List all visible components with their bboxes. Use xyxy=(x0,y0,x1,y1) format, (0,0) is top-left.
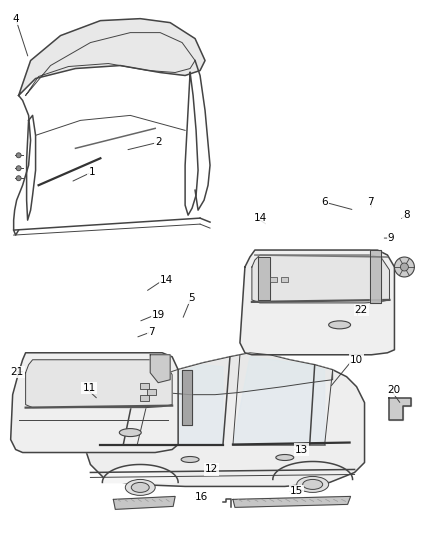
Ellipse shape xyxy=(276,455,294,461)
Text: 7: 7 xyxy=(367,197,374,207)
Polygon shape xyxy=(25,360,172,408)
Text: 11: 11 xyxy=(82,383,95,393)
Ellipse shape xyxy=(119,429,141,437)
Ellipse shape xyxy=(125,480,155,495)
Text: 15: 15 xyxy=(290,487,303,496)
Circle shape xyxy=(16,153,21,158)
FancyBboxPatch shape xyxy=(147,389,155,395)
Polygon shape xyxy=(19,19,205,95)
Text: 1: 1 xyxy=(88,167,95,177)
Text: 9: 9 xyxy=(388,233,395,243)
Text: 16: 16 xyxy=(195,492,208,503)
Text: 13: 13 xyxy=(295,445,308,455)
Polygon shape xyxy=(85,353,364,487)
Text: 2: 2 xyxy=(155,138,162,147)
Polygon shape xyxy=(252,255,389,303)
Text: 21: 21 xyxy=(11,367,24,377)
Ellipse shape xyxy=(328,321,350,329)
Ellipse shape xyxy=(297,477,328,492)
Polygon shape xyxy=(233,496,350,507)
Polygon shape xyxy=(240,250,395,355)
Polygon shape xyxy=(102,464,178,482)
Polygon shape xyxy=(11,353,178,453)
Text: 20: 20 xyxy=(388,385,401,394)
Polygon shape xyxy=(182,370,192,425)
FancyBboxPatch shape xyxy=(140,383,149,389)
FancyBboxPatch shape xyxy=(280,277,288,282)
Text: 5: 5 xyxy=(188,293,195,303)
Polygon shape xyxy=(150,355,170,383)
FancyBboxPatch shape xyxy=(140,395,149,401)
Polygon shape xyxy=(113,496,175,510)
Text: 7: 7 xyxy=(148,327,155,337)
Text: 6: 6 xyxy=(321,197,328,207)
Text: 14: 14 xyxy=(160,275,173,285)
Circle shape xyxy=(16,176,21,181)
Text: 8: 8 xyxy=(403,210,410,220)
Circle shape xyxy=(400,263,408,271)
Text: 22: 22 xyxy=(355,305,368,315)
Ellipse shape xyxy=(181,456,199,463)
Text: 12: 12 xyxy=(205,464,218,474)
Polygon shape xyxy=(233,357,325,445)
Polygon shape xyxy=(258,257,270,300)
Polygon shape xyxy=(370,250,381,303)
Ellipse shape xyxy=(303,480,323,489)
Text: 14: 14 xyxy=(254,213,267,223)
Polygon shape xyxy=(389,398,411,419)
Circle shape xyxy=(395,257,414,277)
Text: 10: 10 xyxy=(350,355,363,365)
Polygon shape xyxy=(140,365,223,445)
Text: 19: 19 xyxy=(152,310,166,320)
Text: 4: 4 xyxy=(13,14,19,23)
Ellipse shape xyxy=(131,482,149,492)
Circle shape xyxy=(16,166,21,171)
Polygon shape xyxy=(124,353,332,394)
FancyBboxPatch shape xyxy=(269,277,277,282)
